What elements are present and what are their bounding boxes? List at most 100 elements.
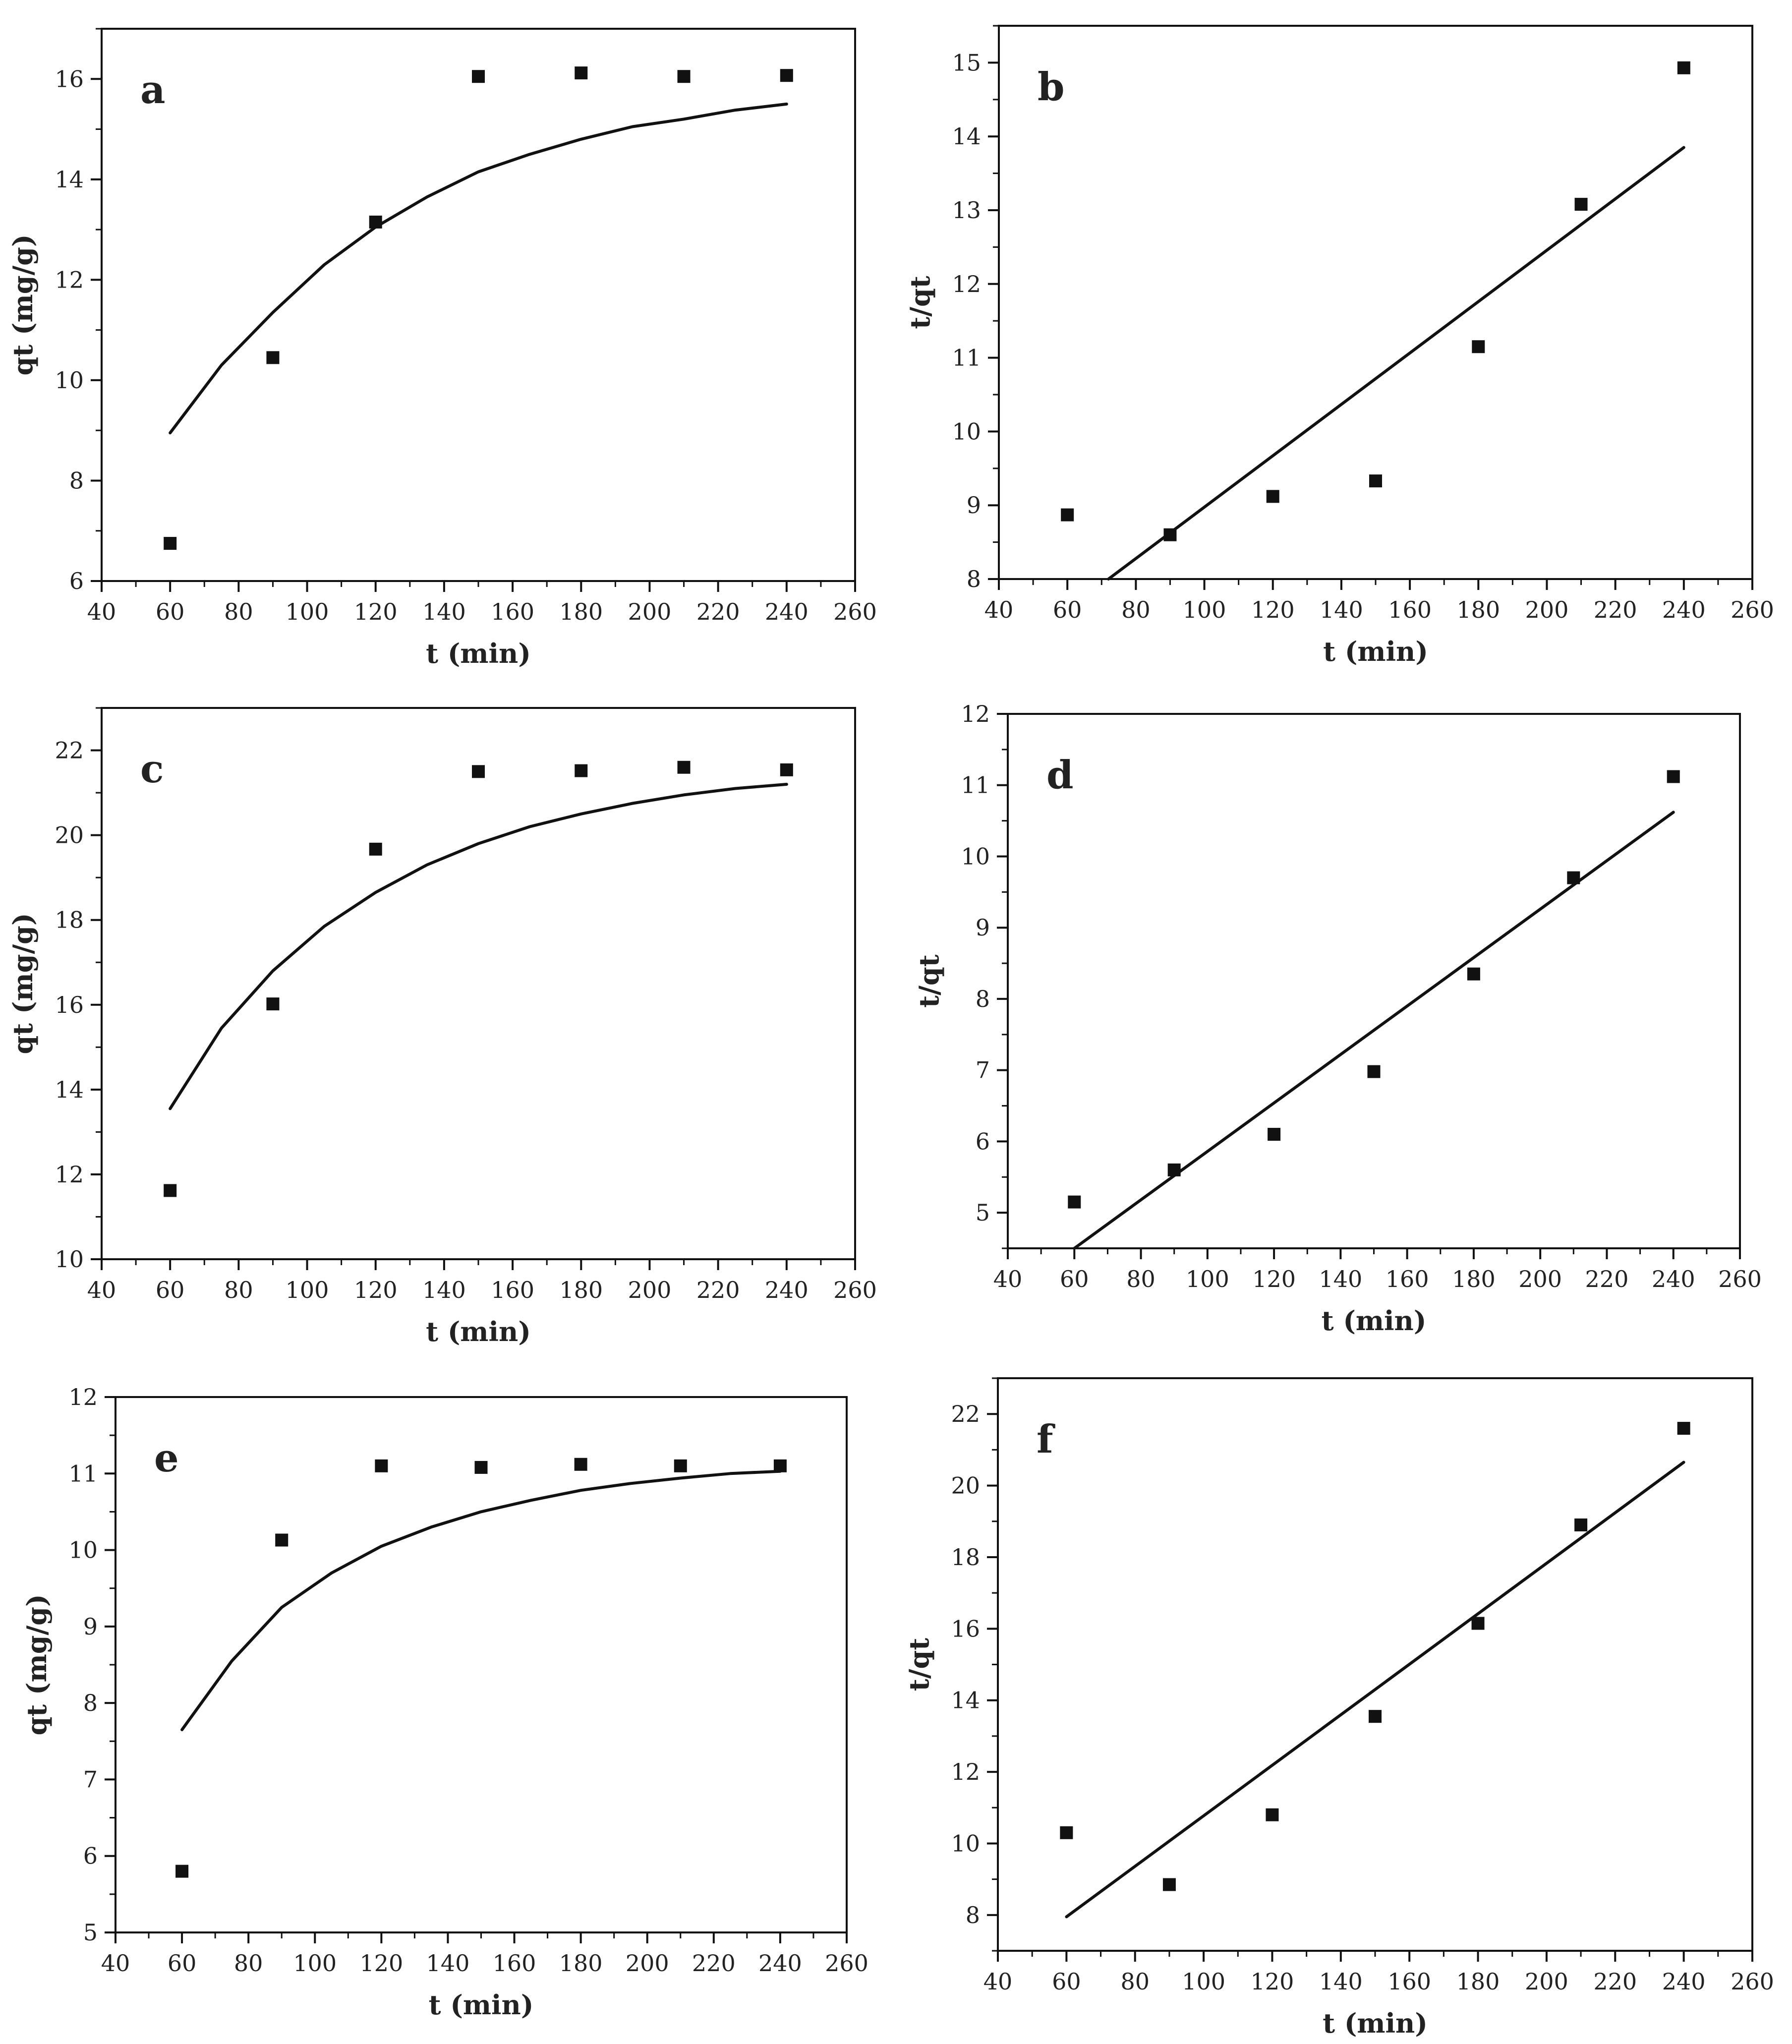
data-point-d	[1068, 1195, 1081, 1209]
x-tick-label-c: 80	[224, 1277, 253, 1303]
data-point-e	[375, 1459, 388, 1472]
panel-b: b 40 60 80 100 120 140 160 180 200 220 240 260 8 9 10 11…	[904, 25, 1774, 667]
x-axis-label-a: t (min)	[426, 638, 531, 669]
data-point-d	[1667, 770, 1680, 783]
y-tick-label-f: 12	[951, 1758, 980, 1785]
y-axis-label-a: qt (mg/g)	[7, 234, 39, 376]
data-point-e	[474, 1460, 488, 1474]
y-tick-label-d: 11	[961, 772, 990, 799]
x-tick-label-f: 40	[983, 1968, 1013, 1995]
x-tick-label-a: 260	[833, 598, 877, 625]
x-tick-label-c: 240	[765, 1277, 809, 1303]
y-tick-label-e: 6	[83, 1843, 98, 1869]
data-point-f	[1574, 1518, 1588, 1531]
panel-letter-f: f	[1037, 1417, 1055, 1462]
data-point-f	[1266, 1808, 1279, 1821]
data-point-e	[275, 1533, 289, 1547]
x-tick-label-b: 80	[1121, 596, 1151, 623]
x-tick-label-d: 80	[1126, 1266, 1156, 1292]
x-tick-label-b: 40	[984, 596, 1014, 623]
y-tick-label-e: 9	[83, 1613, 98, 1640]
x-tick-label-a: 100	[286, 598, 329, 625]
x-tick-label-d: 240	[1652, 1266, 1695, 1292]
x-tick-label-e: 260	[825, 1950, 868, 1977]
x-tick-label-a: 200	[628, 598, 672, 625]
y-tick-label-d: 7	[976, 1057, 990, 1084]
y-tick-label-e: 8	[83, 1690, 98, 1716]
y-tick-label-b: 8	[967, 566, 981, 592]
y-tick-label-e: 12	[68, 1384, 98, 1410]
x-tick-label-c: 260	[833, 1277, 877, 1303]
x-tick-label-d: 140	[1319, 1266, 1362, 1292]
data-point-f	[1677, 1422, 1690, 1435]
x-tick-label-c: 180	[559, 1277, 603, 1303]
data-point-c	[575, 764, 588, 777]
x-tick-label-a: 120	[354, 598, 398, 625]
x-tick-label-a: 80	[224, 598, 253, 625]
y-tick-label-b: 10	[952, 418, 981, 445]
x-tick-label-d: 220	[1585, 1266, 1629, 1292]
data-point-b	[1061, 508, 1074, 522]
x-tick-label-a: 220	[696, 598, 740, 625]
data-point-a	[164, 537, 177, 550]
y-tick-label-a: 6	[69, 568, 84, 594]
data-point-a	[266, 351, 280, 364]
y-tick-label-f: 10	[951, 1830, 980, 1857]
y-tick-label-a: 10	[55, 367, 84, 394]
x-tick-label-e: 100	[293, 1950, 337, 1977]
x-tick-label-e: 60	[168, 1950, 197, 1977]
x-tick-label-e: 80	[234, 1950, 263, 1977]
y-tick-label-f: 16	[951, 1615, 980, 1642]
data-point-b	[1574, 198, 1588, 211]
x-tick-label-a: 40	[87, 598, 116, 625]
x-tick-label-f: 60	[1052, 1968, 1081, 1995]
fit-line-d	[1073, 811, 1675, 1250]
y-tick-label-b: 14	[952, 123, 981, 150]
x-tick-label-a: 240	[765, 598, 809, 625]
fit-curve-e	[180, 1469, 782, 1732]
data-point-c	[677, 760, 691, 774]
y-tick-label-c: 18	[55, 907, 84, 934]
x-tick-label-a: 60	[156, 598, 185, 625]
panel-letter-b: b	[1038, 64, 1065, 110]
y-tick-label-c: 10	[55, 1246, 84, 1273]
data-point-a	[780, 69, 793, 82]
x-tick-label-c: 100	[286, 1277, 329, 1303]
y-axis-label-b: t/qt	[904, 276, 936, 329]
data-point-c	[164, 1184, 177, 1197]
x-tick-label-c: 200	[628, 1277, 672, 1303]
y-tick-label-f: 8	[966, 1902, 980, 1928]
x-axis-label-b: t (min)	[1323, 636, 1428, 667]
panel-letter-e: e	[154, 1436, 179, 1481]
y-tick-label-e: 7	[83, 1766, 98, 1793]
data-point-d	[1467, 967, 1480, 981]
data-point-b	[1472, 340, 1485, 353]
x-tick-label-d: 60	[1060, 1266, 1089, 1292]
y-tick-label-a: 14	[55, 166, 84, 193]
y-tick-label-d: 9	[976, 914, 990, 941]
data-point-c	[369, 842, 382, 856]
y-tick-label-a: 16	[55, 65, 84, 92]
x-tick-label-e: 240	[758, 1950, 802, 1977]
y-tick-label-a: 12	[55, 266, 84, 293]
panel-letter-c: c	[140, 747, 164, 792]
x-tick-label-f: 120	[1251, 1968, 1294, 1995]
x-tick-label-e: 180	[559, 1950, 603, 1977]
fit-curve-a	[169, 102, 788, 435]
x-tick-label-c: 160	[491, 1277, 534, 1303]
panel-a: a 40 60 80 100 120 140 160 180 200 220 240 260 6 8 10 12…	[7, 28, 877, 669]
x-tick-label-f: 220	[1593, 1968, 1637, 1995]
x-tick-label-f: 160	[1387, 1968, 1431, 1995]
x-tick-label-d: 120	[1252, 1266, 1296, 1292]
y-tick-label-a: 8	[69, 467, 84, 494]
y-axis-label-e: qt (mg/g)	[21, 1594, 53, 1736]
data-point-d	[1268, 1128, 1281, 1141]
data-point-a	[677, 70, 691, 83]
data-point-b	[1369, 474, 1382, 488]
y-tick-label-e: 11	[68, 1460, 98, 1487]
x-tick-label-c: 120	[354, 1277, 398, 1303]
x-tick-label-c: 220	[696, 1277, 740, 1303]
y-tick-label-b: 11	[952, 345, 981, 371]
data-point-b	[1677, 61, 1690, 74]
